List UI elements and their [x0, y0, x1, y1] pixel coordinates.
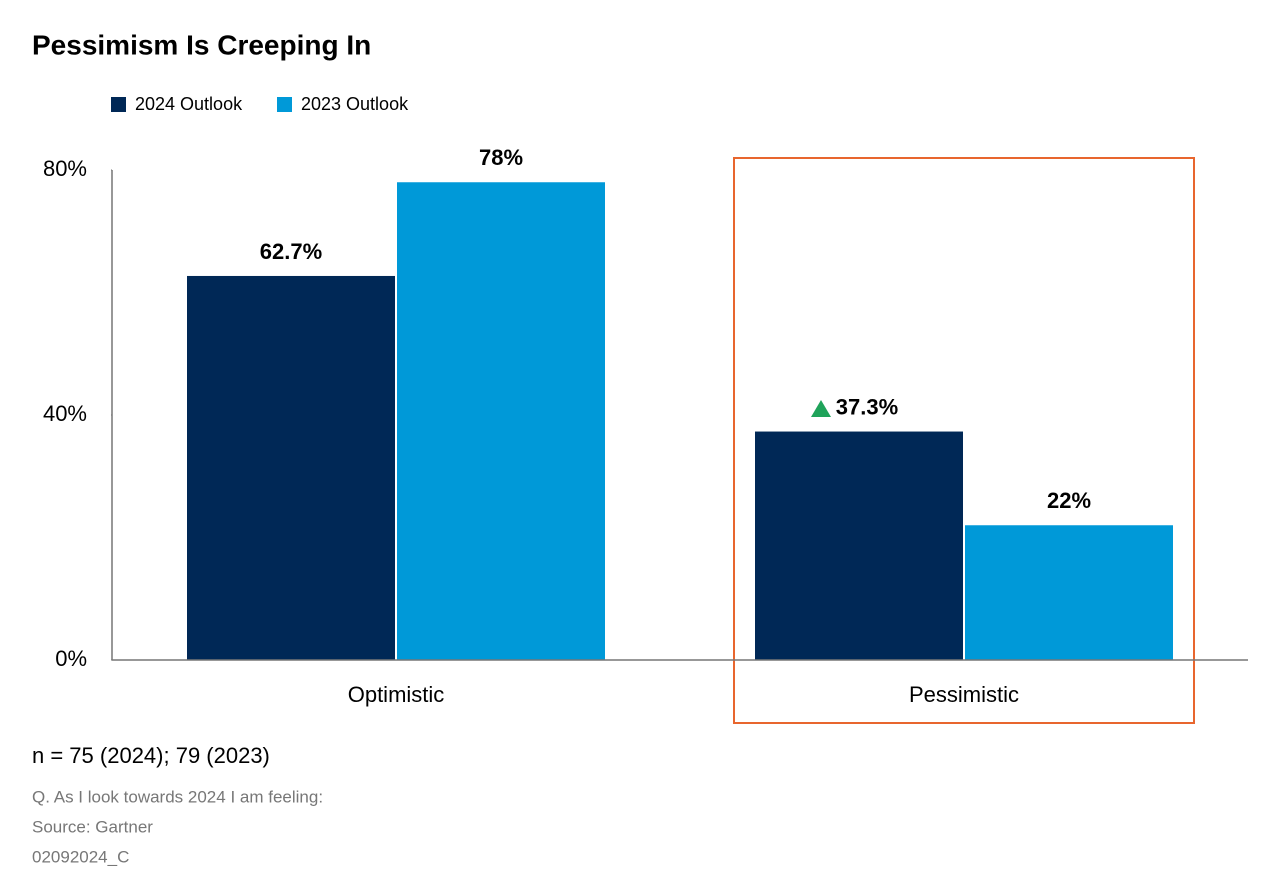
value-label: 62.7% [260, 239, 322, 264]
bar [397, 182, 605, 660]
legend-label: 2024 Outlook [135, 94, 243, 114]
value-label: 37.3% [836, 394, 898, 419]
value-label: 78% [479, 145, 523, 170]
up-arrow-icon [811, 400, 831, 417]
highlight-box [733, 157, 1195, 724]
footnote: n = 75 (2024); 79 (2023) [32, 743, 270, 768]
x-tick-label: Optimistic [348, 682, 445, 707]
x-tick-label: Pessimistic [909, 682, 1019, 707]
footnote: Q. As I look towards 2024 I am feeling: [32, 787, 323, 806]
bar [965, 525, 1173, 660]
bar [755, 431, 963, 660]
value-label: 22% [1047, 488, 1091, 513]
footnote: Source: Gartner [32, 817, 153, 836]
legend-label: 2023 Outlook [301, 94, 409, 114]
y-tick-label: 0% [55, 646, 87, 671]
footnote: 02092024_C [32, 847, 129, 866]
legend-swatch [111, 97, 126, 112]
chart-title: Pessimism Is Creeping In [32, 29, 371, 60]
bar [187, 275, 395, 660]
y-tick-label: 80% [43, 156, 87, 181]
y-tick-label: 40% [43, 401, 87, 426]
legend-swatch [277, 97, 292, 112]
